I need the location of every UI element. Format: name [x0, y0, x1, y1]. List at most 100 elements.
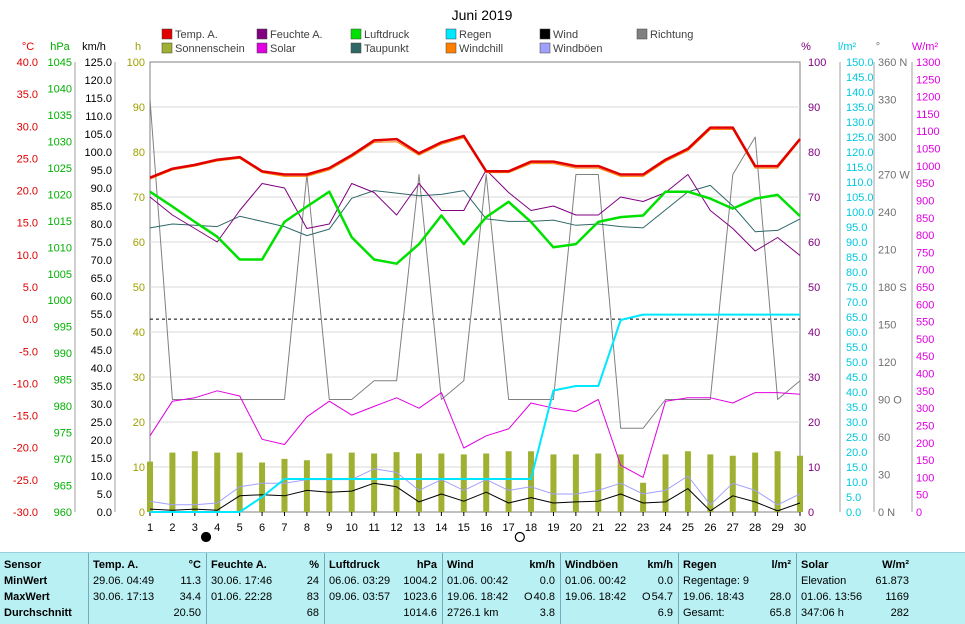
humidity-tick-label: 80 [808, 147, 820, 159]
pressure-tick-label: 960 [54, 507, 72, 519]
stats-rain-max-time: 19.06. 18:43 [683, 591, 745, 603]
rain-tick-label: 5.0 [846, 492, 861, 504]
solar-tick-label: 50 [916, 490, 928, 502]
x-tick-label: 1 [147, 522, 153, 534]
series-pressure-line [149, 190, 801, 265]
pressure-tick-label: 1010 [48, 242, 72, 254]
x-tick-label: 28 [749, 522, 761, 534]
sunshine-bar [214, 452, 221, 512]
x-tick-label: 29 [771, 522, 783, 534]
sun-tick-label: 0 [139, 507, 145, 519]
x-tick-label: 19 [547, 522, 559, 534]
wind-tick-label: 50.0 [91, 327, 112, 339]
direction-tick-label: 30 [878, 470, 890, 482]
direction-tick-label: 150 [878, 320, 896, 332]
solar-tick-label: 800 [916, 230, 934, 242]
pressure-tick-label: 1020 [48, 189, 72, 201]
sunshine-bar [236, 452, 243, 512]
sunshine-bar [348, 452, 355, 512]
stats-rain-total: 65.8 [769, 607, 791, 619]
x-tick-label: 6 [259, 522, 265, 534]
sunshine-bar [595, 453, 602, 512]
stats-humidity-max-val: 83 [306, 591, 319, 603]
rain-tick-label: 0.0 [846, 507, 861, 519]
stats-humidity-unit: % [309, 559, 319, 571]
sunshine-bar [550, 454, 557, 512]
legend-label: Feuchte A. [270, 29, 323, 41]
rain-tick-label: 75.0 [846, 282, 867, 294]
legend-swatch [256, 42, 268, 54]
temp-tick-label: -20.0 [13, 443, 38, 455]
stats-solar-header: Solar [801, 559, 829, 571]
stats-pressure-max-val: 1023.6 [403, 591, 437, 603]
stats-pressure-header: Luftdruck [329, 559, 380, 571]
humidity-tick-label: 100 [808, 57, 826, 69]
rain-tick-label: 20.0 [846, 447, 867, 459]
solar-tick-label: 1050 [916, 144, 940, 156]
direction-tick-label: 0 N [878, 507, 895, 519]
chart-title: Juni 2019 [452, 7, 513, 23]
solar-tick-label: 900 [916, 195, 934, 207]
temp-tick-label: 15.0 [17, 218, 38, 230]
x-tick-label: 24 [659, 522, 671, 534]
pressure-tick-label: 985 [54, 375, 72, 387]
legend-label: Luftdruck [364, 29, 410, 41]
sunshine-bar [572, 454, 579, 512]
direction-tick-label: 180 S [878, 282, 907, 294]
sunshine-bar [752, 452, 759, 512]
wind-tick-label: 120.0 [84, 75, 112, 87]
wind-tick-label: 15.0 [91, 453, 112, 465]
temp-tick-label: 25.0 [17, 153, 38, 165]
series-wind-line [149, 482, 801, 512]
temp-tick-label: 30.0 [17, 121, 38, 133]
stats-wind-min-val: 0.0 [539, 575, 555, 587]
series-direction-line [149, 99, 801, 429]
sunshine-bar [505, 451, 512, 512]
sunshine-bar [684, 451, 691, 512]
legend-label: Temp. A. [175, 29, 218, 41]
stats-wind-min-time: 01.06. 00:42 [447, 575, 509, 587]
sunshine-bar [438, 453, 445, 512]
stats-gust-max-time: 19.06. 18:42 [565, 591, 627, 603]
wind-tick-label: 65.0 [91, 273, 112, 285]
pressure-tick-label: 975 [54, 428, 72, 440]
x-tick-label: 8 [304, 522, 310, 534]
stats-pressure-avg: 1014.6 [403, 607, 437, 619]
rain-tick-label: 125.0 [846, 132, 874, 144]
stats-wind-unit: km/h [529, 559, 555, 571]
solar-tick-label: 350 [916, 386, 934, 398]
sunshine-bar [303, 460, 310, 512]
rain-tick-label: 10.0 [846, 477, 867, 489]
solar-tick-label: 700 [916, 265, 934, 277]
temp-tick-label: 40.0 [17, 57, 38, 69]
pressure-axis-label: hPa [50, 41, 70, 53]
legend-swatch [161, 42, 173, 54]
solar-tick-label: 1250 [916, 74, 940, 86]
rain-tick-label: 95.0 [846, 222, 867, 234]
pressure-tick-label: 1045 [48, 57, 72, 69]
stats-temp-header: Temp. A. [93, 559, 139, 571]
rain-tick-label: 105.0 [846, 192, 874, 204]
stats-col-wind: Wind km/h 01.06. 00:42 0.0 19.06. 18:42 O 40… [442, 553, 561, 624]
humidity-tick-label: 20 [808, 417, 820, 429]
pressure-tick-label: 1000 [48, 295, 72, 307]
rain-tick-label: 145.0 [846, 72, 874, 84]
wind-tick-label: 10.0 [91, 471, 112, 483]
rain-tick-label: 70.0 [846, 297, 867, 309]
pressure-tick-label: 995 [54, 322, 72, 334]
wind-tick-label: 30.0 [91, 399, 112, 411]
sun-tick-label: 50 [133, 282, 145, 294]
solar-tick-label: 1150 [916, 109, 940, 121]
sunshine-bar [259, 462, 266, 512]
x-tick-label: 27 [727, 522, 739, 534]
stats-solar-elev-val: 61.873 [875, 575, 909, 587]
series-temp-line [149, 126, 801, 179]
solar-tick-label: 200 [916, 438, 934, 450]
rain-tick-label: 150.0 [846, 57, 874, 69]
sun-tick-label: 20 [133, 417, 145, 429]
direction-tick-label: 60 [878, 432, 890, 444]
legend-swatch [350, 28, 362, 40]
rain-axis-label: l/m² [838, 41, 857, 53]
legend-label: Wind [553, 29, 578, 41]
wind-tick-label: 95.0 [91, 165, 112, 177]
